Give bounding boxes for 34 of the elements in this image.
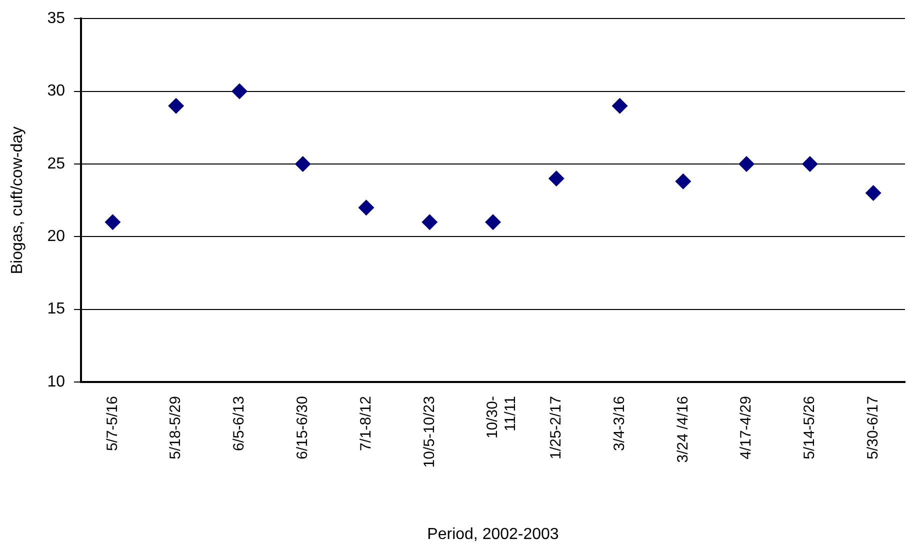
point [358,200,374,216]
x-tick-label: 5/18-5/29 [167,396,184,460]
y-axis-title: Biogas, cuft/cow-day [9,126,26,274]
point [548,170,564,186]
x-tick-label: 7/1-8/12 [357,396,374,452]
y-tick-label: 35 [47,10,66,28]
point [675,173,692,190]
point [294,156,311,172]
x-axis-title: Period, 2002-2003 [427,526,559,543]
y-tick-label: 20 [47,228,66,246]
point [422,214,438,230]
x-tick-label: 4/17-4/29 [738,396,755,460]
point [802,156,818,172]
y-tick-label: 25 [47,155,66,172]
point [168,98,184,114]
point [612,98,628,114]
y-tick-label: 30 [47,82,66,100]
x-tick-label: 3/4-3/16 [610,396,628,452]
x-tick-label: 3/24 /4/16 [674,396,692,463]
x-tick-label: 5/30-6/17 [864,396,882,460]
x-tick-label: 6/5-6/13 [230,396,248,452]
y-tick-label: 10 [47,373,66,390]
point [104,214,121,230]
x-tick-label: 10/5-10/23 [420,396,438,468]
point [231,83,248,100]
x-tick-label: 10/30-11/11 [484,396,520,439]
x-tick-label: 6/15-6/30 [294,396,311,460]
point [738,156,755,172]
x-tick-label: 1/25-2/17 [548,396,565,460]
x-tick-label: 5/14-5/26 [801,396,818,460]
point [485,214,501,230]
point [865,185,882,202]
x-tick-label: 5/7-5/16 [104,396,121,452]
y-tick-label: 15 [47,300,66,318]
